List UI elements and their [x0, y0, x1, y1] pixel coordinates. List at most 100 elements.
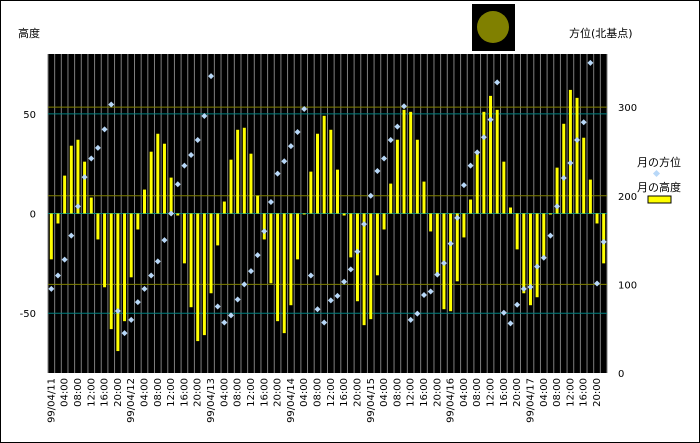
x-tick-label: 16:00: [339, 378, 350, 407]
azimuth-point: [267, 198, 274, 205]
x-tick-label: 16:00: [579, 378, 590, 407]
x-tick-label: 16:00: [100, 378, 111, 407]
altitude-bar: [276, 213, 280, 322]
altitude-bar: [169, 177, 173, 214]
altitude-bar: [196, 213, 200, 342]
azimuth-point: [467, 162, 474, 169]
azimuth-point: [594, 280, 601, 287]
x-tick-label: 16:00: [499, 378, 510, 407]
x-tick-label: 08:00: [392, 378, 403, 407]
azimuth-point: [354, 248, 361, 255]
altitude-bar: [562, 123, 566, 214]
altitude-bar: [309, 171, 313, 214]
azimuth-point: [294, 128, 301, 135]
altitude-bar: [76, 139, 80, 214]
altitude-bar: [162, 143, 166, 214]
azimuth-point: [527, 284, 534, 291]
azimuth-point: [447, 240, 454, 247]
azimuth-point: [254, 252, 261, 259]
altitude-bar: [49, 213, 53, 260]
azimuth-point: [494, 79, 501, 86]
azimuth-point: [94, 144, 101, 151]
azimuth-point: [281, 158, 288, 165]
left-y-axis-ticks: 50 0 -50: [20, 110, 36, 320]
altitude-bar: [542, 213, 546, 258]
azimuth-point: [341, 278, 348, 285]
gridlines: [47, 54, 608, 373]
azimuth-point: [128, 316, 135, 323]
legend-azimuth-label: 月の方位: [637, 155, 681, 169]
x-tick-label: 99/04/14: [286, 378, 297, 423]
legend: 月の方位 月の高度: [637, 155, 681, 204]
altitude-bar: [568, 89, 572, 214]
azimuth-point: [287, 143, 294, 150]
azimuth-point: [347, 266, 354, 273]
altitude-bar: [402, 109, 406, 214]
azimuth-point: [401, 103, 408, 110]
altitude-bar: [103, 213, 107, 288]
x-tick-label: 08:00: [472, 378, 483, 407]
x-tick-label: 99/04/17: [525, 378, 536, 423]
altitude-bar: [236, 129, 240, 214]
x-tick-label: 04:00: [379, 378, 390, 407]
altitude-bar: [489, 95, 493, 214]
x-tick-label: 99/04/16: [446, 378, 457, 423]
moon-icon: [472, 4, 515, 51]
azimuth-point: [301, 105, 308, 112]
right-axis-label: 方位(北基点): [569, 26, 633, 40]
altitude-bar: [322, 115, 326, 214]
altitude-bar: [535, 213, 539, 298]
altitude-bar: [349, 213, 353, 258]
altitude-bar: [555, 167, 559, 214]
azimuth-point: [188, 152, 195, 159]
altitude-bar: [469, 199, 473, 214]
altitude-bar: [482, 111, 486, 214]
right-tick-label: 100: [618, 280, 637, 291]
altitude-bar: [389, 183, 393, 214]
right-y-axis-ticks: 300 200 100 0: [618, 103, 637, 380]
azimuth-point: [334, 292, 341, 299]
x-tick-label: 99/04/13: [206, 378, 217, 423]
x-tick-label: 20:00: [193, 378, 204, 407]
azimuth-point: [208, 73, 215, 80]
azimuth-point: [361, 221, 368, 228]
x-tick-label: 08:00: [73, 378, 84, 407]
azimuth-point: [487, 116, 494, 123]
altitude-bar: [509, 207, 513, 214]
x-tick-label: 08:00: [153, 378, 164, 407]
x-tick-label: 04:00: [539, 378, 550, 407]
azimuth-point: [261, 228, 268, 235]
altitude-bar: [422, 181, 426, 214]
altitude-bar: [209, 213, 213, 294]
altitude-bar: [449, 213, 453, 312]
altitude-bar: [495, 109, 499, 214]
azimuth-point: [567, 159, 574, 166]
altitude-bar: [96, 213, 100, 240]
x-tick-label: 04:00: [299, 378, 310, 407]
azimuth-point: [547, 232, 554, 239]
azimuth-point: [48, 285, 55, 292]
azimuth-point: [201, 113, 208, 120]
azimuth-point: [381, 155, 388, 162]
azimuth-point: [327, 297, 334, 304]
x-tick-label: 04:00: [459, 378, 470, 407]
altitude-bar: [548, 213, 552, 215]
x-tick-label: 12:00: [86, 378, 97, 407]
altitude-bar: [289, 213, 293, 306]
altitude-bar: [56, 213, 60, 224]
altitude-bar: [435, 213, 439, 276]
legend-altitude-label: 月の高度: [637, 180, 681, 194]
altitude-bar: [362, 213, 366, 326]
altitude-bar: [242, 127, 246, 214]
altitude-bar: [229, 159, 233, 214]
x-tick-label: 08:00: [552, 378, 563, 407]
x-tick-label: 12:00: [246, 378, 257, 407]
legend-azimuth-marker: [652, 169, 661, 178]
x-tick-label: 16:00: [419, 378, 430, 407]
x-tick-label: 16:00: [179, 378, 190, 407]
altitude-bar: [528, 213, 532, 306]
azimuth-point: [154, 258, 161, 265]
altitude-bar: [129, 213, 133, 278]
altitude-bar: [282, 213, 286, 334]
azimuth-point: [520, 285, 527, 292]
